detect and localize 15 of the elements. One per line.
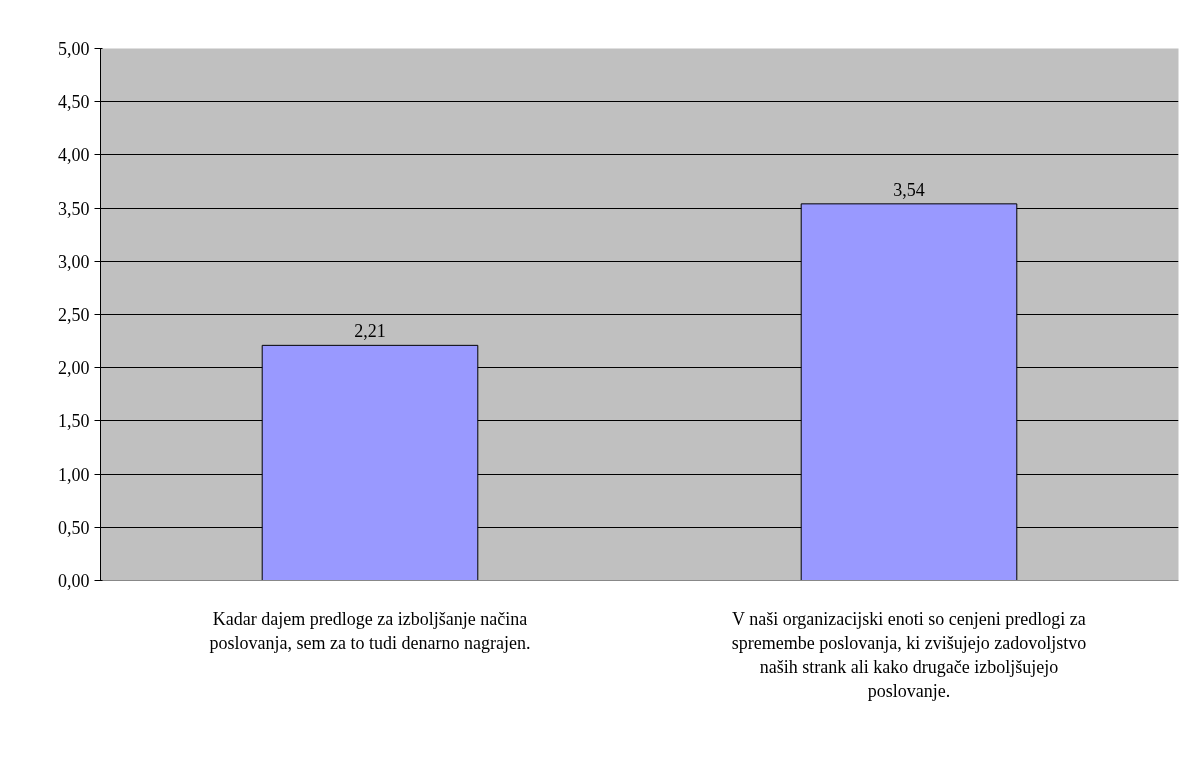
data-label: 2,21 <box>354 321 386 342</box>
y-tick-label: 3,00 <box>58 251 90 272</box>
y-tick-label: 4,50 <box>58 92 90 113</box>
x-tick-label: Kadar dajem predloge za izboljšanje načina poslovanja, sem za to tudi denarno nagrajen. <box>209 608 531 653</box>
y-tick-label: 2,50 <box>58 305 90 325</box>
y-tick-label: 1,00 <box>58 464 90 485</box>
y-tick-label: 3,50 <box>58 198 90 219</box>
x-tick-label: V naši organizacijski enoti so cenjeni predlogi za spremembe poslovanja, ki zvišujejo zadovoljstvo naših strank ali kako drugače izboljšujejo poslovanje. <box>731 608 1087 701</box>
y-tick-label: 0,50 <box>58 517 90 538</box>
data-label: 3,54 <box>893 179 925 200</box>
y-tick-label: 0,00 <box>58 571 90 591</box>
y-tick-label: 1,50 <box>58 411 90 432</box>
y-tick-label: 5,00 <box>58 39 90 59</box>
y-tick-label: 4,00 <box>58 145 90 166</box>
y-tick-label: 2,00 <box>58 358 90 379</box>
